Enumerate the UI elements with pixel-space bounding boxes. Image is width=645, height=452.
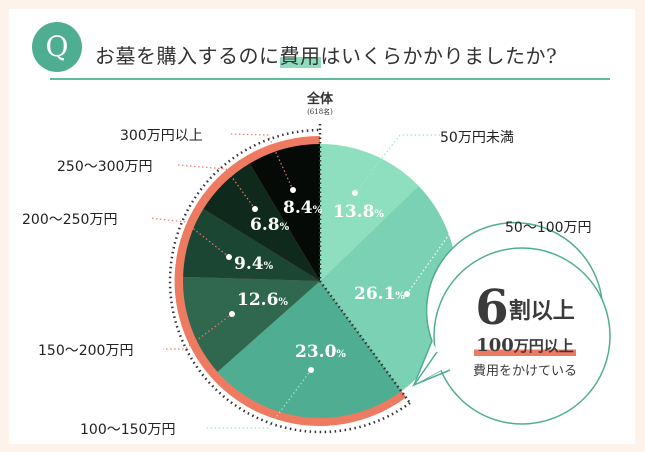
slice-under-50 <box>320 144 419 281</box>
callout-subhead: 100万円以上 <box>474 335 576 356</box>
value-50-100: 26.1% <box>354 284 405 304</box>
title-divider <box>50 78 610 80</box>
leader-line <box>149 217 230 258</box>
label-under-50: 50万円未満 <box>440 130 514 146</box>
label-100-150: 100〜150万円 <box>80 422 176 438</box>
dotted-divider <box>318 280 412 404</box>
value-under-50: 13.8% <box>333 202 384 222</box>
slice-250-300 <box>203 163 320 281</box>
total-label: 全体 <box>306 92 333 107</box>
leader-line <box>229 133 294 191</box>
respondent-total: 全体 (618名) <box>290 88 350 117</box>
slice-300-plus <box>249 144 320 281</box>
title-part: お墓を購入するのに <box>95 44 280 68</box>
value-250-300: 6.8% <box>250 215 290 235</box>
value-300-plus: 8.4% <box>283 198 323 218</box>
callout-text: 6割以上 100万円以上 費用をかけている <box>440 280 610 379</box>
question-title: お墓を購入するのに費用はいくらかかりましたか? <box>95 40 557 69</box>
label-300-plus: 300万円以上 <box>120 128 203 144</box>
value-200-250: 9.4% <box>234 254 274 274</box>
value-150-200: 12.6% <box>237 290 288 310</box>
leader-line <box>205 369 312 429</box>
leader-line <box>177 164 256 210</box>
dotted-outer-arc <box>168 128 411 434</box>
question-badge: Q <box>32 22 82 72</box>
slice-200-250 <box>183 208 320 281</box>
value-100-150: 23.0% <box>295 342 346 362</box>
callout-headline: 6割以上 <box>475 280 575 336</box>
title-highlight: 費用 <box>279 44 321 68</box>
leader-line <box>163 313 233 350</box>
leader-line <box>406 225 500 295</box>
title-part: はいくらかかりましたか? <box>320 44 558 68</box>
label-150-200: 150〜200万円 <box>38 343 134 359</box>
total-count: (618名) <box>307 108 333 116</box>
label-250-300: 250〜300万円 <box>57 159 153 175</box>
label-50-100: 50〜100万円 <box>505 220 592 236</box>
label-200-250: 200〜250万円 <box>22 212 118 228</box>
callout-caption: 費用をかけている <box>472 364 577 379</box>
leader-line <box>354 134 440 194</box>
slice-150-200 <box>183 276 320 372</box>
slice-50-100 <box>320 185 457 392</box>
slice-100-150 <box>217 281 402 418</box>
